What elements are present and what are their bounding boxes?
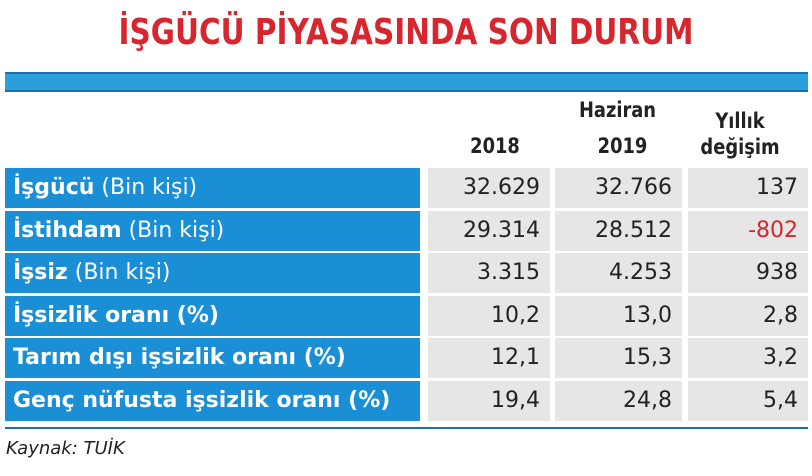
row-unit: (Bin kişi) — [128, 217, 225, 243]
cell: -802 — [688, 210, 808, 251]
header-band — [5, 72, 808, 92]
row-label-text: Tarım dışı işsizlik oranı (%) — [13, 345, 346, 370]
cell: 24,8 — [555, 380, 682, 421]
cell: 3,2 — [688, 338, 808, 378]
cell: 3.315 — [428, 253, 550, 293]
row-label: Genç nüfusta işsizlik oranı (%) — [5, 380, 420, 421]
cell: 10,2 — [428, 295, 550, 336]
row-label: Tarım dışı işsizlik oranı (%) — [5, 338, 420, 378]
row-label-text: İşsizlik oranı (%) — [13, 302, 219, 328]
bottom-rule — [5, 427, 808, 429]
row-label-text: İşsiz — [13, 260, 68, 285]
row-label: İşsizlik oranı (%) — [5, 295, 420, 336]
cell: 32.629 — [428, 168, 550, 208]
group-header: Haziran — [578, 98, 657, 122]
column-header: 2019 — [597, 134, 648, 158]
title: İŞGÜCÜ PİYASASINDA SON DURUM — [118, 12, 694, 53]
cell: 4.253 — [555, 253, 682, 293]
cell: 28.512 — [555, 210, 682, 251]
row-label-text: İstihdam — [13, 217, 122, 243]
cell: 19,4 — [428, 380, 550, 421]
cell: 29.314 — [428, 210, 550, 251]
cell: 13,0 — [555, 295, 682, 336]
cell: 32.766 — [555, 168, 682, 208]
row-label: İşgücü (Bin kişi) — [5, 168, 420, 208]
row-unit: (Bin kişi) — [74, 260, 171, 285]
cell: 938 — [688, 253, 808, 293]
cell: 15,3 — [555, 338, 682, 378]
cell: 5,4 — [688, 380, 808, 421]
row-label: İşsiz (Bin kişi) — [5, 253, 420, 293]
cell: 2,8 — [688, 295, 808, 336]
row-label-text: Genç nüfusta işsizlik oranı (%) — [13, 387, 391, 413]
row-label: İstihdam (Bin kişi) — [5, 210, 420, 251]
source: Kaynak: TUİK — [6, 438, 125, 459]
row-unit: (Bin kişi) — [101, 175, 198, 200]
column-header: 2018 — [470, 134, 520, 158]
row-label-text: İşgücü — [13, 175, 95, 200]
cell: 12,1 — [428, 338, 550, 378]
column-header: Yıllık değişim — [700, 109, 780, 159]
cell: 137 — [688, 168, 808, 208]
